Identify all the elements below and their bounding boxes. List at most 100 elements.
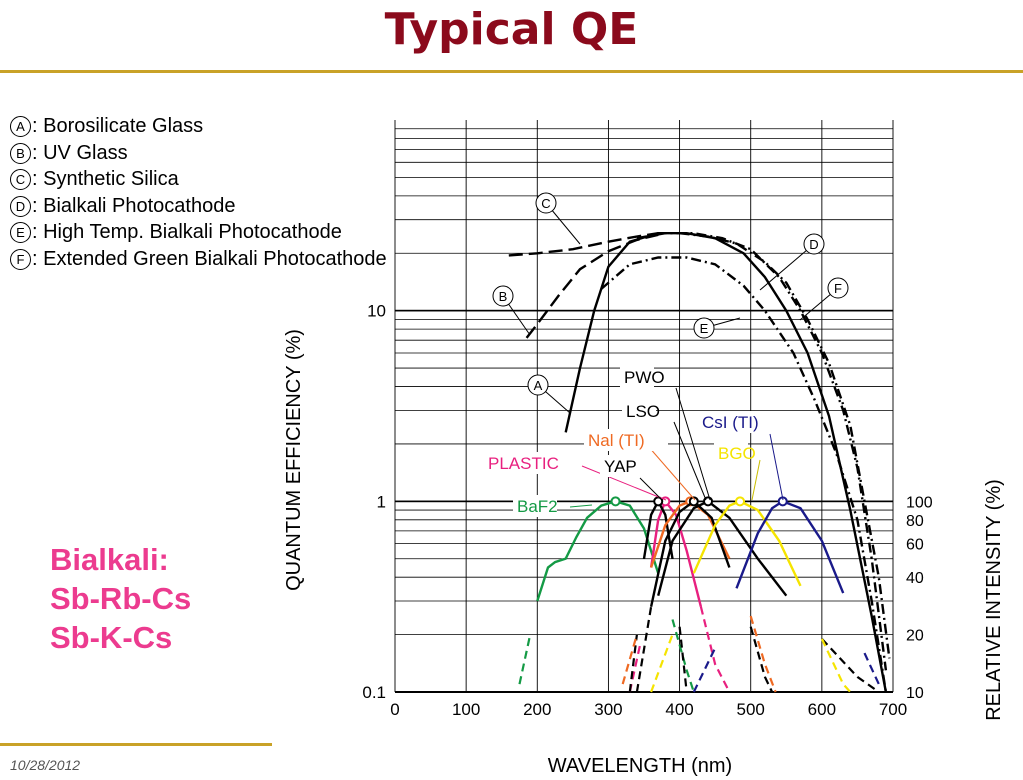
y2-tick-label: 60 (906, 537, 924, 554)
scintillator-label-nal-ti: Nal (TI) (588, 431, 645, 450)
legend-mark-e: E (10, 222, 31, 243)
emission-curve-lso-peak-marker (688, 496, 699, 507)
emission-curve-lso (649, 499, 731, 607)
legend-item-d: D: Bialkali Photocathode (10, 193, 387, 220)
legend-text-d: : Bialkali Photocathode (32, 194, 236, 217)
x-tick-label: 400 (665, 700, 693, 719)
curve-marker-c (535, 192, 557, 214)
scintillator-label-lso: LSO (626, 402, 660, 421)
leader-line-d (759, 243, 815, 291)
photocathode-note: Bialkali: Sb-Rb-Cs Sb-K-Cs (50, 540, 191, 657)
x-tick-label: 100 (452, 700, 480, 719)
curve-marker-b-label: B (499, 289, 508, 304)
scintillator-label-bgo: BGO (718, 444, 756, 463)
emission-curve-plastic-tail (699, 606, 731, 693)
curve-marker-d-label: D (809, 237, 818, 252)
y2-tick-label: 80 (906, 513, 924, 530)
emission-curve-yap-tail (628, 634, 638, 693)
scintillator-label-csi-ti: CsI (TI) (702, 413, 759, 432)
leader-line-plastic (581, 465, 667, 501)
curve-marker-e-label: E (700, 321, 709, 336)
legend-item-c: C: Synthetic Silica (10, 166, 387, 193)
label-backdrop-pwo (620, 366, 654, 388)
curve-marker-a-label: A (534, 378, 543, 393)
emission-curve-pwo-tail (821, 638, 880, 693)
emission-curve-lso-tail (635, 606, 653, 693)
photocathode-line-2: Sb-Rb-Cs (50, 581, 192, 616)
emission-curve-baf2-peak-marker (610, 496, 621, 507)
curve-marker-b (492, 285, 514, 307)
chart-ticks: 0 100 200 300 400 500 600 700 0.1 1 10 10 20 40 60 80 10… (362, 302, 932, 719)
leader-line-lso (673, 421, 707, 501)
slide-title: Typical QE (384, 4, 639, 55)
leader-line-pwo (675, 387, 711, 501)
x-tick-label: 500 (737, 700, 765, 719)
emission-curve-csi-ti (735, 499, 845, 594)
footer-divider (0, 743, 272, 746)
title-divider (0, 70, 1023, 73)
label-backdrop-bgo (714, 442, 748, 464)
photocathode-line-1: Bialkali: (50, 542, 169, 577)
legend-item-a: A: Borosilicate Glass (10, 113, 387, 140)
emission-curve-bgo-tail (820, 638, 852, 693)
label-backdrop-plastic (484, 452, 558, 474)
qe-curve-d (636, 232, 888, 671)
label-backdrop-nal-ti (584, 429, 668, 451)
leader-line-yap (639, 477, 663, 501)
x-axis-label: WAVELENGTH (nm) (548, 755, 732, 777)
legend-mark-a: A (10, 116, 31, 137)
x-tick-label: 200 (523, 700, 551, 719)
photocathode-line-3: Sb-K-Cs (50, 620, 173, 655)
y-tick-label: 10 (367, 302, 386, 321)
legend-text-c: : Synthetic Silica (32, 168, 179, 190)
legend-mark-b: B (10, 142, 31, 164)
emission-curve-nal-ti-tail (621, 634, 638, 685)
emission-curve-baf2 (536, 500, 660, 602)
curve-marker-d (803, 233, 825, 255)
y-tick-label: 0.1 (362, 683, 386, 702)
qe-curve-e (600, 256, 888, 693)
y2-tick-label: 100 (906, 494, 933, 511)
emission-curve-yap-tail (678, 626, 688, 693)
emission-curve-plastic-tail (628, 643, 642, 693)
qe-curve-c (508, 232, 659, 257)
scintillator-label-baf2: BaF2 (517, 497, 558, 516)
scintillator-label-plastic: PLASTIC (488, 454, 559, 473)
emission-curve-baf2-tail (518, 634, 532, 685)
legend-item-f: F: Extended Green Bialkali Photocathode (10, 246, 387, 273)
emission-curve-bgo-peak-marker (735, 496, 746, 507)
y2-tick-label: 40 (906, 570, 924, 587)
legend-item-b: B: UV Glass (10, 140, 387, 167)
emission-curve-nal-ti-tail (749, 615, 777, 693)
legend-mark-c: C (10, 169, 31, 190)
y2-tick-label: 20 (906, 628, 924, 645)
curve-marker-e (693, 317, 715, 339)
qe-curve-f (679, 232, 891, 659)
emission-curve-csi-ti-tail (863, 652, 880, 685)
legend-text-b: : UV Glass (32, 141, 128, 164)
label-backdrop-lso (622, 400, 656, 422)
scintillator-label-pwo: PWO (624, 368, 665, 387)
y-tick-label: 1 (377, 492, 386, 511)
chart-annotations: A B C D E F PWO LSO CsI (TI) Nal (TI) BGO PLASTIC YA… (484, 192, 849, 517)
emission-curve-plastic (649, 498, 703, 607)
curve-marker-a (527, 374, 549, 396)
emission-curve-bgo-tail (650, 634, 674, 693)
x-tick-label: 700 (879, 700, 907, 719)
legend-text-f: : Extended Green Bialkali Photocathode (32, 247, 387, 270)
legend-mark-d: D (10, 195, 31, 217)
emission-curve-baf2-tail (671, 619, 695, 693)
emission-curve-nal-ti (649, 499, 731, 568)
chart-curves (508, 232, 891, 693)
y2-axis-label: RELATIVE INTENSITY (%) (983, 479, 1005, 721)
leader-line-bgo (751, 459, 761, 501)
y2-tick-label: 10 (906, 685, 924, 702)
curve-marker-c-label: C (541, 196, 550, 211)
footer-date: 10/28/2012 (10, 757, 81, 773)
emission-curve-lso-tail (749, 626, 774, 693)
x-tick-label: 0 (390, 700, 399, 719)
qe-curve-b (525, 233, 659, 339)
label-backdrop-baf2 (513, 495, 557, 517)
legend-text-a: : Borosilicate Glass (32, 115, 204, 137)
